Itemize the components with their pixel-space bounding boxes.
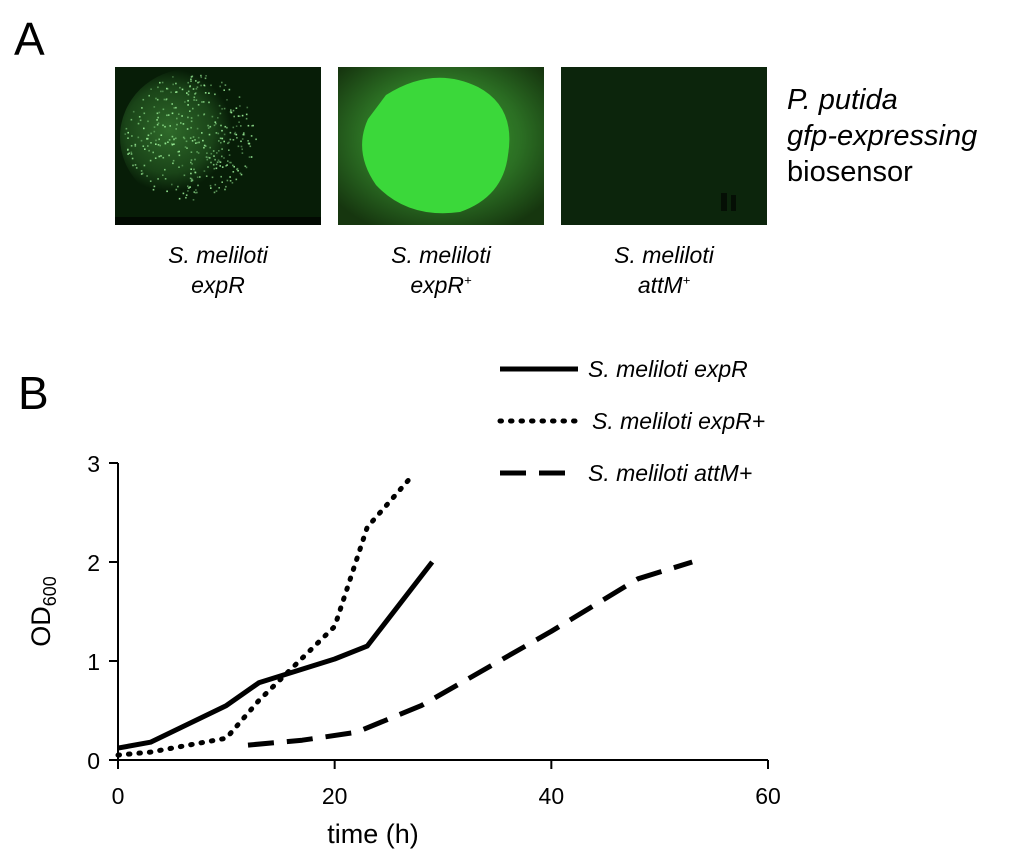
fluorescence-image-expr-plus [338,67,544,225]
caption-strain: attM+ [637,272,691,298]
dark-colony-image [561,67,767,225]
legend-label-2: S. meliloti expR+ [592,408,765,434]
y-tick-label: 0 [87,748,100,774]
x-tick-label: 0 [112,783,125,809]
series-line-3 [247,559,693,748]
x-tick-label: 20 [322,783,348,809]
biosensor-word: biosensor [787,156,913,188]
fluorescence-image-expr [115,67,321,225]
biosensor-species: P. putida [787,84,898,116]
growth-curve-chart: 0 20 40 60 0 1 2 3 time (h) OD600 S. meliloti exp… [26,356,781,849]
legend-label-3: S. meliloti attM+ [588,460,752,486]
speckled-colony-image [115,67,321,225]
biosensor-label: P. putida gfp-expressing biosensor [787,82,977,190]
chart-legend: S. meliloti expR S. meliloti expR+ S. meli… [497,356,765,486]
series-line-2 [115,475,413,758]
caption-expr: S. meliloti expR [115,240,321,300]
caption-species: S. meliloti [614,242,714,268]
bright-colony-image [338,67,544,225]
panel-b-label: B [18,367,49,419]
y-tick-label: 3 [87,451,100,477]
x-tick-label: 40 [539,783,565,809]
caption-attm-plus: S. meliloti attM+ [561,240,767,300]
fluorescence-image-attm-plus [561,67,767,225]
y-tick-label: 1 [87,649,100,675]
caption-expr-plus: S. meliloti expR+ [338,240,544,300]
series-line-1 [117,560,435,751]
caption-strain: expR [191,272,245,298]
biosensor-reporter: gfp-expressing [787,120,978,152]
panel-a-label: A [14,13,45,65]
y-tick-label: 2 [87,550,100,576]
y-axis-title: OD600 [26,576,60,647]
caption-strain: expR+ [410,272,472,298]
chart-series-lines [115,475,693,758]
x-axis-title: time (h) [327,819,419,849]
chart-axes: 0 20 40 60 0 1 2 3 time (h) OD600 [26,451,781,849]
caption-species: S. meliloti [391,242,491,268]
x-tick-label: 60 [755,783,781,809]
legend-label-1: S. meliloti expR [588,356,748,382]
caption-species: S. meliloti [168,242,268,268]
